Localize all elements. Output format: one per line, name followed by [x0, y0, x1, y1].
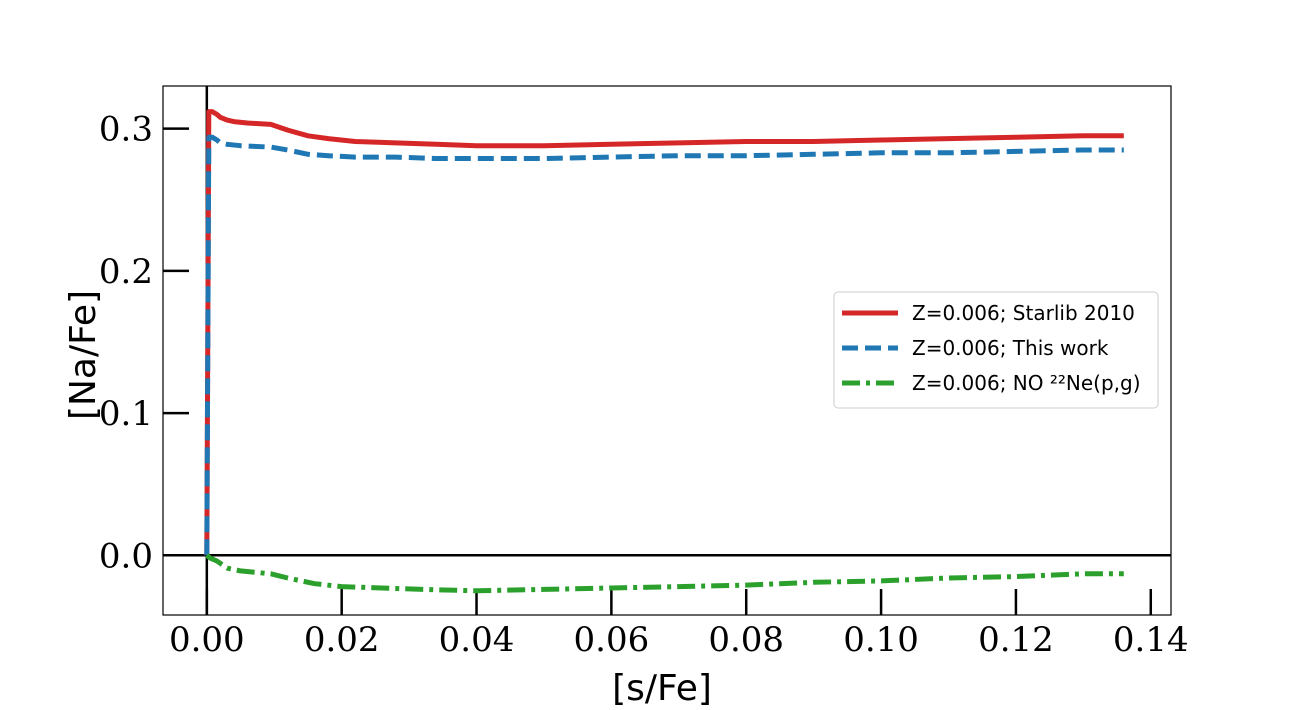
legend-label-2: Z=0.006; This work: [912, 336, 1109, 360]
series-line-2: [204, 134, 1124, 556]
legend-label-3: Z=0.006; NO ²²Ne(p,g): [912, 371, 1141, 395]
plot-frame: [162, 85, 1172, 616]
x-tick-label: 0.04: [439, 620, 515, 660]
x-tick-label: 0.00: [169, 620, 245, 660]
y-axis-label: [Na/Fe]: [63, 290, 104, 420]
x-axis-ticks: 0.00 0.02 0.04 0.06 0.08 0.10 0.12 0.14: [169, 589, 1189, 660]
legend-label-1: Z=0.006; Starlib 2010: [912, 301, 1135, 325]
x-tick-label: 0.08: [708, 620, 784, 660]
y-tick-label: 0.0: [99, 536, 153, 576]
series-line-1: [204, 109, 1124, 556]
x-tick-label: 0.10: [843, 620, 919, 660]
series-line-3: [205, 553, 1124, 594]
x-tick-label: 0.02: [304, 620, 380, 660]
x-tick-label: 0.14: [1113, 620, 1189, 660]
x-axis-label: [s/Fe]: [612, 668, 712, 709]
legend-box: [833, 291, 1159, 409]
y-tick-label: 0.3: [99, 110, 153, 150]
y-tick-label: 0.1: [99, 394, 153, 434]
y-tick-label: 0.2: [99, 252, 153, 292]
x-tick-label: 0.06: [574, 620, 650, 660]
legend: Z=0.006; Starlib 2010 Z=0.006; This work Z…: [833, 291, 1159, 409]
x-tick-label: 0.12: [978, 620, 1054, 660]
series-group: [204, 109, 1124, 594]
y-axis-ticks: 0.0 0.1 0.2 0.3: [99, 110, 189, 576]
